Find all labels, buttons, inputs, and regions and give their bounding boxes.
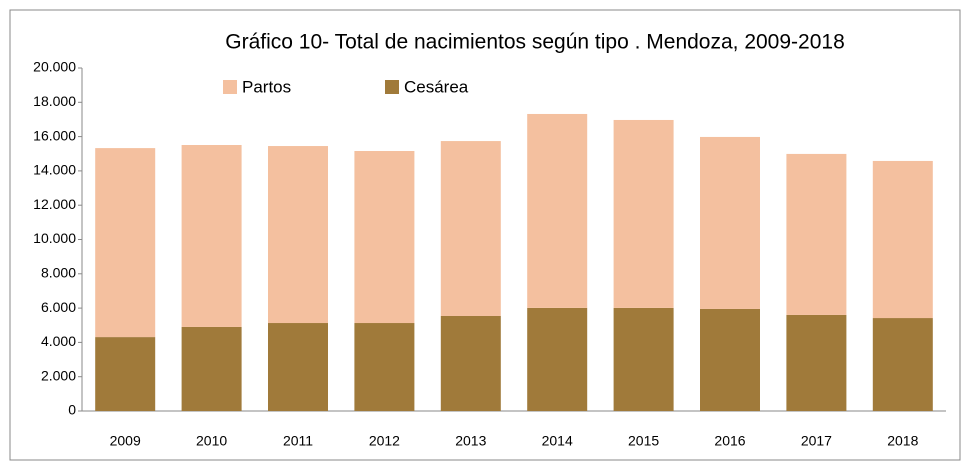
y-tick-label: 6.000 bbox=[41, 299, 76, 315]
bar-segment bbox=[268, 323, 328, 411]
x-tick-label: 2009 bbox=[110, 433, 141, 449]
chart-title: Gráfico 10- Total de nacimientos según t… bbox=[225, 31, 845, 54]
legend-label: Partos bbox=[242, 77, 291, 96]
legend-label: Cesárea bbox=[404, 77, 469, 96]
y-tick-label: 2.000 bbox=[41, 367, 76, 383]
y-tick-label: 20.000 bbox=[33, 59, 76, 75]
bar-segment bbox=[440, 315, 501, 411]
bar-segment bbox=[354, 323, 415, 411]
x-tick-label: 2016 bbox=[714, 433, 745, 449]
bar-segment bbox=[786, 153, 847, 315]
y-tick-label: 14.000 bbox=[33, 162, 76, 178]
x-tick-label: 2017 bbox=[801, 433, 832, 449]
y-tick-label: 12.000 bbox=[33, 196, 76, 212]
bar-segment bbox=[700, 308, 760, 411]
x-tick-label: 2013 bbox=[455, 433, 486, 449]
bar-segment bbox=[181, 326, 242, 411]
y-tick-label: 16.000 bbox=[33, 127, 76, 143]
bar-segment bbox=[613, 119, 674, 308]
y-tick-label: 8.000 bbox=[41, 265, 76, 281]
x-tick-label: 2015 bbox=[628, 433, 659, 449]
bar-segment bbox=[95, 148, 156, 338]
bar-segment bbox=[268, 146, 328, 324]
bar-segment bbox=[440, 141, 501, 316]
y-tick-label: 10.000 bbox=[33, 230, 76, 246]
bar-segment bbox=[354, 151, 415, 324]
bar-segment bbox=[700, 136, 760, 309]
bar-segment bbox=[95, 337, 156, 411]
bar-segment bbox=[613, 307, 674, 411]
y-tick-label: 18.000 bbox=[33, 93, 76, 109]
bar-segment bbox=[872, 318, 933, 411]
x-tick-label: 2018 bbox=[887, 433, 918, 449]
bar-segment bbox=[872, 160, 933, 319]
x-tick-label: 2010 bbox=[196, 433, 227, 449]
y-tick-label: 4.000 bbox=[41, 333, 76, 349]
x-tick-label: 2014 bbox=[542, 433, 573, 449]
legend-swatch bbox=[223, 80, 237, 94]
bar-segment bbox=[527, 307, 588, 411]
y-tick-label: 0 bbox=[68, 402, 76, 418]
bar-segment bbox=[527, 113, 588, 308]
bar-segment bbox=[181, 145, 242, 327]
x-tick-label: 2012 bbox=[369, 433, 400, 449]
x-tick-label: 2011 bbox=[283, 433, 313, 449]
bar-segment bbox=[786, 314, 847, 411]
legend-swatch bbox=[385, 80, 399, 94]
